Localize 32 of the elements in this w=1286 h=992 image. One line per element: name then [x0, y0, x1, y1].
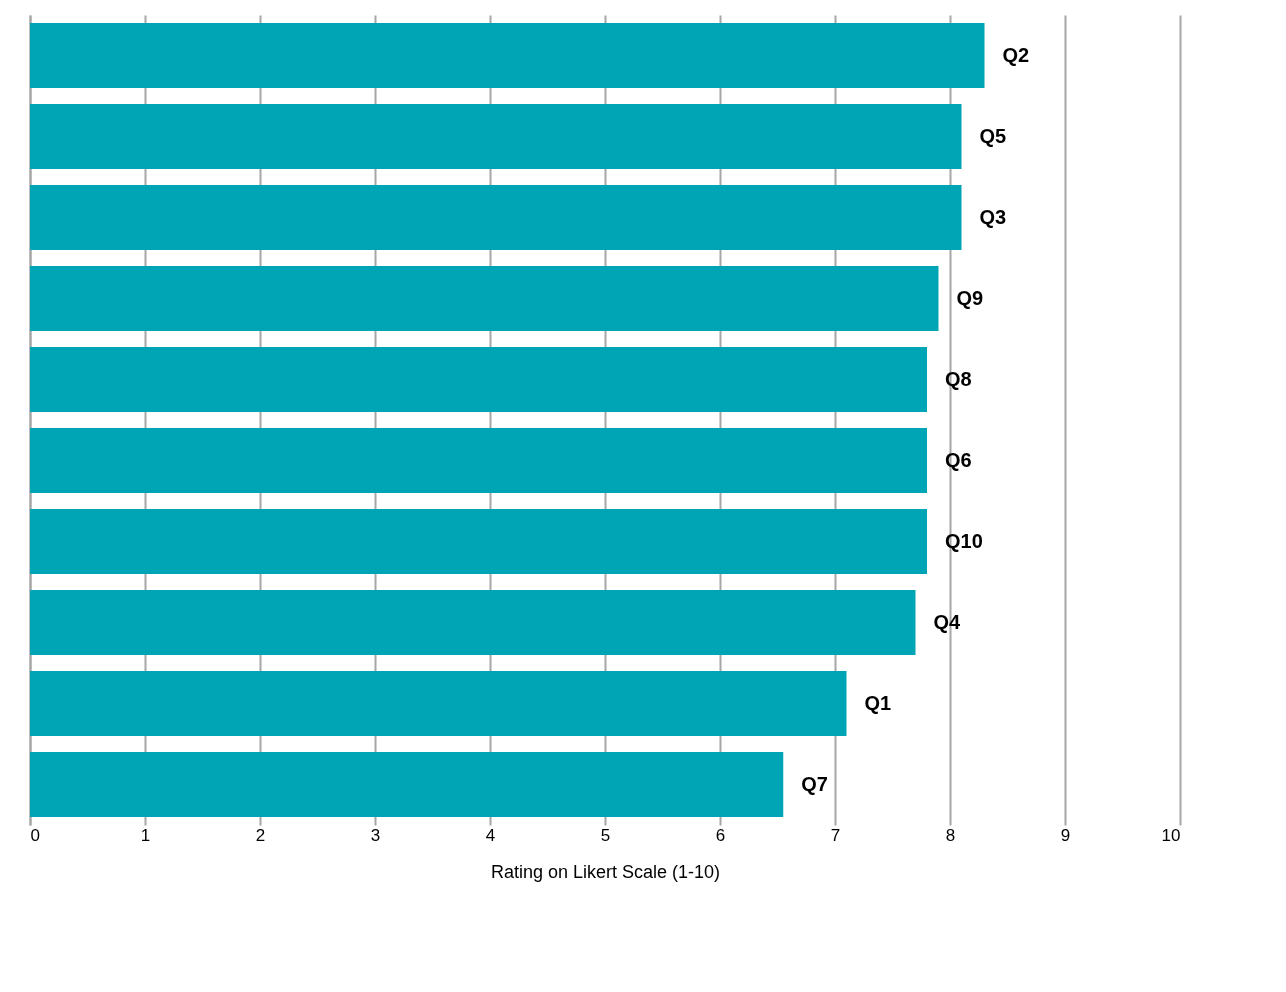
- x-tick-label: 3: [370, 825, 381, 845]
- x-tick-label: 10: [1161, 825, 1181, 845]
- y-tick-label: Q8: [945, 367, 972, 390]
- bar: [30, 266, 939, 331]
- x-tick-label: 8: [945, 825, 956, 845]
- x-tick-label: 7: [830, 825, 841, 845]
- x-tick-label: 5: [600, 825, 611, 845]
- bar: [30, 590, 916, 655]
- bar: [30, 671, 847, 736]
- y-tick-label: Q10: [945, 529, 983, 552]
- bar: [30, 752, 784, 817]
- y-tick-label: Q4: [933, 610, 962, 633]
- y-tick-label: Q5: [979, 124, 1007, 147]
- x-tick-label: 0: [30, 825, 40, 845]
- y-tick-label: Q9: [956, 286, 984, 309]
- bar: [30, 509, 927, 574]
- bar: [30, 185, 962, 250]
- x-tick-label: 2: [255, 825, 266, 845]
- y-tick-label: Q3: [979, 205, 1007, 228]
- bar: [30, 23, 985, 88]
- bar: [30, 428, 927, 493]
- x-tick-label: 9: [1060, 825, 1071, 845]
- x-tick-label: 6: [715, 825, 726, 845]
- x-tick-label: 1: [140, 825, 151, 845]
- y-tick-label: Q2: [1002, 43, 1030, 66]
- y-tick-label: Q7: [801, 772, 828, 795]
- y-tick-label: Q6: [945, 448, 972, 471]
- bar: [30, 347, 927, 412]
- y-tick-label: Q1: [864, 691, 892, 714]
- x-axis-title: Rating on Likert Scale (1-10): [490, 861, 721, 882]
- x-tick-label: 4: [485, 825, 496, 845]
- bar: [30, 104, 962, 169]
